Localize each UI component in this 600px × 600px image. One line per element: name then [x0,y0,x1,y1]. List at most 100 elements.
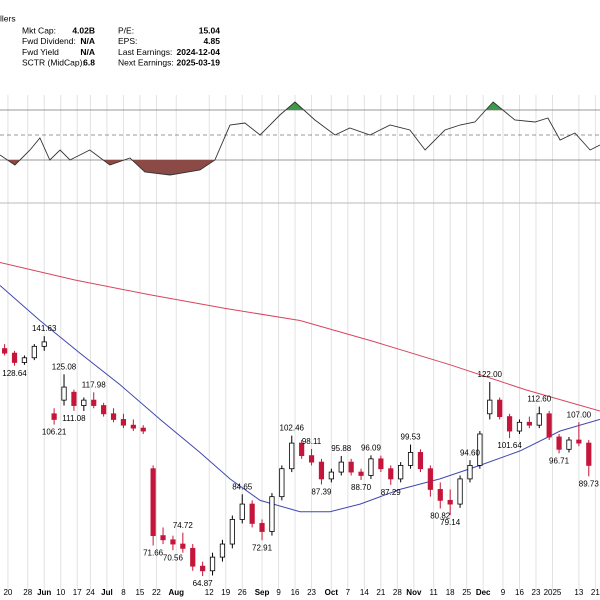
stat-value: 15.04 [199,25,221,35]
x-tick-label: Dec [476,588,491,597]
x-tick-label: 2025 [544,588,562,597]
stat-label: EPS: [118,36,137,46]
price-label: 99.53 [401,433,422,442]
x-tick-label: 15 [135,588,144,597]
candle-body [526,421,532,426]
candle-body [497,399,503,418]
x-tick-label: 11 [430,588,439,597]
x-tick-label: 22 [152,588,161,597]
x-tick-label: Aug [168,588,184,597]
x-tick-label: Nov [406,588,422,597]
candle-body [487,399,493,415]
candle-body [229,519,235,545]
candle-body [437,489,443,501]
x-tick-label: 10 [56,588,65,597]
candle-body [110,413,117,420]
stat-label: Fwd Dividend: [22,36,76,46]
candle-body [586,442,592,466]
candle-body [457,478,463,505]
stat-value: N/A [80,36,95,46]
stat-label: Fwd Yield [22,47,59,57]
rsi-oversold-fill [0,160,600,175]
candle-body [249,503,255,524]
x-tick-label: 21 [591,588,600,597]
moving-average [0,285,600,513]
stat-value: 4.02B [72,25,95,35]
candle-body [368,458,374,476]
candle-body [566,439,572,450]
candle-body [71,391,77,406]
candle-body [140,427,146,432]
price-label: 96.71 [549,456,570,465]
price-label: 101.64 [497,441,522,450]
x-tick-label: Jul [101,588,113,597]
candle-body [219,543,226,558]
stat-value: N/A [80,47,95,57]
x-tick-label: 18 [446,588,455,597]
candle-body [318,461,325,480]
candle-body [556,436,562,450]
candle-body [467,464,473,480]
price-label: 74.72 [173,521,194,530]
price-label: 79.14 [440,518,461,527]
candle-body [51,413,57,420]
candle-body [308,455,315,463]
x-tick-label: 26 [238,588,247,597]
x-tick-label: 12 [205,588,214,597]
price-label: 70.56 [163,553,184,562]
price-label: 80.82 [430,512,451,521]
candle-body [427,468,433,490]
candle-body [130,424,136,429]
grid [7,95,596,590]
candle-body [21,357,28,363]
price-label: 95.88 [331,444,352,453]
candle-body [447,499,453,505]
candle-body [328,471,334,480]
x-tick-label: 23 [307,588,316,597]
candle-body [120,419,127,426]
price-label: 64.87 [193,579,214,588]
moving-average [0,262,600,412]
candle-body [259,523,265,532]
x-tick-label: 19 [221,588,230,597]
price-label: 72.91 [252,543,273,552]
candle-body [2,348,8,354]
candle-body [269,496,275,532]
candle-body [101,405,107,415]
price-label: 128.64 [2,369,27,378]
x-tick-label: 13 [574,588,583,597]
price-label: 125.08 [52,362,77,371]
x-tick-label: 28 [393,588,402,597]
stat-label: P/E: [118,25,134,35]
candle-body [31,345,37,359]
price-label: 94.60 [460,448,481,457]
rsi-overbought-fill [0,102,600,110]
stat-label: Last Earnings: [118,47,172,57]
candle-body [200,565,206,572]
stat-label: Mkt Cap: [22,25,56,35]
price-label: 122.00 [478,370,503,379]
candle-body [279,468,285,498]
candle-body [417,452,424,470]
candle-body [398,464,404,480]
candle-body [358,471,364,476]
price-label: 88.70 [351,483,372,492]
x-tick-label: 9 [276,588,281,597]
price-label: 102.46 [280,424,305,433]
candle-body [338,461,344,473]
candle-body [81,399,87,406]
candle-body [289,442,295,470]
candle-body [180,543,186,549]
price-label: 98.11 [302,437,322,446]
candle-body [407,452,414,466]
stat-value: 2025-03-19 [177,58,221,68]
price-label: 89.73 [579,480,600,489]
price-label: 141.63 [32,324,57,333]
x-tick-label: Oct [325,588,339,597]
candle-body [299,442,305,457]
stat-value: 2024-12-04 [177,47,221,57]
price-label: 87.29 [381,488,402,497]
symbol-fragment: llers [0,13,16,23]
candle-body [477,433,483,466]
x-tick-label: 16 [291,588,300,597]
